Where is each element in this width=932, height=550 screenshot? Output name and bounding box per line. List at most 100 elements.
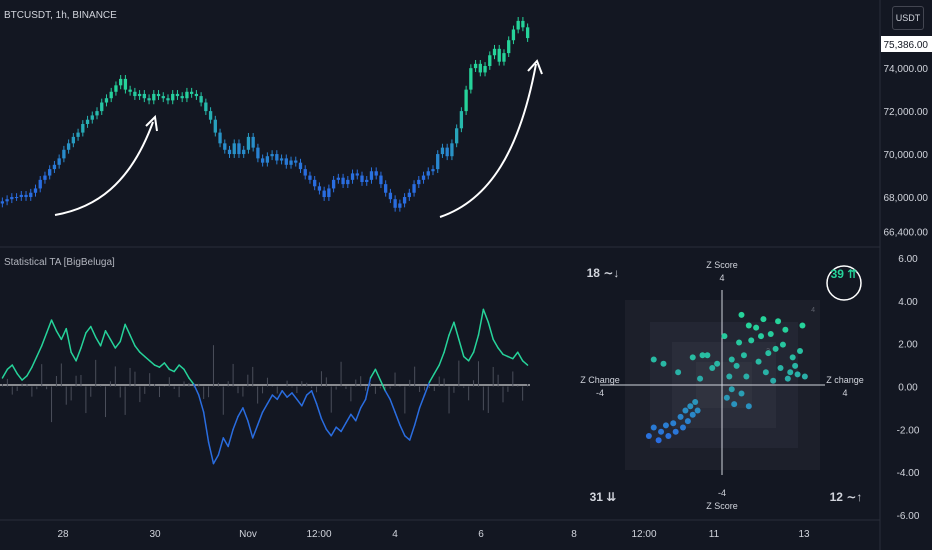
- oscillator-segment: [438, 351, 445, 366]
- candle-body: [62, 149, 66, 159]
- oscillator-tick: 2.00: [898, 340, 918, 351]
- scatter-point: [677, 413, 684, 420]
- oscillator-segment: [202, 411, 210, 443]
- oscillator-segment: [521, 360, 529, 366]
- oscillator-segment: [379, 379, 386, 392]
- candle-body: [431, 169, 435, 172]
- candle-body: [454, 128, 459, 144]
- candle-body: [384, 184, 388, 193]
- oscillator-segment: [364, 377, 372, 401]
- oscillator-segment: [492, 338, 499, 349]
- candle-body: [85, 119, 90, 124]
- candle-body: [388, 192, 393, 200]
- time-axis: 28 30 Nov 12:00 4 6 8 12:00 11 13: [57, 529, 810, 540]
- scatter-point: [770, 377, 777, 384]
- oscillator-segment: [251, 424, 259, 439]
- oscillator-segment: [482, 308, 490, 323]
- scatter-point: [789, 354, 796, 361]
- oscillator-segment: [266, 394, 274, 405]
- scatter-points: [645, 311, 808, 444]
- oscillator-segment: [60, 327, 67, 341]
- candle-body: [502, 53, 506, 62]
- time-tick: 12:00: [631, 529, 656, 540]
- candle-body: [459, 111, 464, 129]
- candle-body: [0, 201, 5, 204]
- bottom-axis-value: -4: [718, 488, 726, 498]
- candle-body: [52, 164, 57, 170]
- candle-body: [161, 96, 165, 99]
- scatter-point: [665, 433, 672, 439]
- oscillator-segment: [134, 345, 141, 353]
- indicator-title[interactable]: Statistical TA [BigBeluga]: [4, 257, 115, 268]
- oscillator-segment: [310, 390, 318, 405]
- oscillator-segment: [144, 355, 151, 362]
- scatter-point: [755, 358, 762, 365]
- oscillator-segment: [413, 407, 421, 426]
- scatter-point: [760, 316, 767, 323]
- arrow-right-path: [439, 63, 537, 218]
- oscillator-segment: [330, 426, 337, 437]
- candle-body: [469, 68, 473, 90]
- candle-body: [199, 96, 203, 103]
- candle-body: [185, 91, 189, 99]
- oscillator-segment: [11, 364, 18, 375]
- time-tick: 28: [57, 529, 69, 540]
- oscillator-segment: [374, 368, 382, 381]
- candle-body: [488, 55, 492, 66]
- oscillator-segment: [394, 411, 401, 426]
- top-axis-label: Z Score: [706, 260, 738, 270]
- candle-body: [109, 91, 113, 99]
- oscillator-segment: [50, 319, 58, 332]
- oscillator-segment: [487, 321, 494, 341]
- oscillator-segment: [94, 336, 102, 347]
- candle-body: [133, 91, 137, 97]
- oscillator-segment: [119, 323, 126, 343]
- candle-body: [114, 85, 118, 92]
- oscillator-segment: [281, 390, 288, 398]
- candle-body: [407, 192, 411, 198]
- oscillator-segment: [237, 407, 244, 418]
- scatter-point: [792, 362, 799, 369]
- time-tick: Nov: [239, 529, 257, 540]
- scatter-point: [672, 428, 679, 435]
- bottom-axis-label: Z Score: [706, 501, 738, 511]
- price-tick: 72,000.00: [884, 107, 929, 118]
- scatter-point: [736, 339, 743, 346]
- scatter-point: [709, 365, 716, 371]
- oscillator-segment: [139, 351, 146, 358]
- oscillator-segment: [325, 428, 332, 437]
- trend-arrows: [54, 59, 543, 218]
- oscillator-segment: [242, 407, 249, 422]
- candle-body: [417, 179, 421, 185]
- candle-body: [350, 173, 355, 180]
- oscillator-segment: [232, 415, 239, 431]
- oscillator-segment: [212, 454, 220, 465]
- candle-body: [232, 143, 236, 155]
- oscillator-segment: [124, 323, 131, 336]
- candle-body: [256, 147, 260, 159]
- candle-body: [360, 175, 364, 182]
- candle-body: [379, 175, 383, 185]
- oscillator-segment: [1, 368, 9, 379]
- scatter-point: [662, 422, 669, 429]
- candle-body: [204, 102, 208, 112]
- oscillator-segment: [359, 398, 367, 409]
- candle-body: [308, 175, 312, 180]
- scatter-point: [784, 375, 791, 382]
- scatter-point: [670, 420, 677, 427]
- candle-body: [208, 111, 213, 120]
- candle-body: [294, 160, 298, 163]
- currency-button[interactable]: USDT: [892, 6, 924, 30]
- oscillator-segment: [497, 347, 504, 356]
- oscillator-segment: [350, 413, 357, 422]
- oscillator-segment: [335, 426, 342, 433]
- candle-body: [66, 143, 71, 150]
- candle-body: [128, 89, 132, 92]
- candle-body: [81, 124, 85, 133]
- oscillator-segment: [178, 364, 185, 371]
- scatter-point: [694, 407, 701, 414]
- candle-body: [123, 78, 128, 90]
- symbol-title[interactable]: BTCUSDT, 1h, BINANCE: [4, 10, 117, 21]
- scatter-point: [699, 352, 706, 359]
